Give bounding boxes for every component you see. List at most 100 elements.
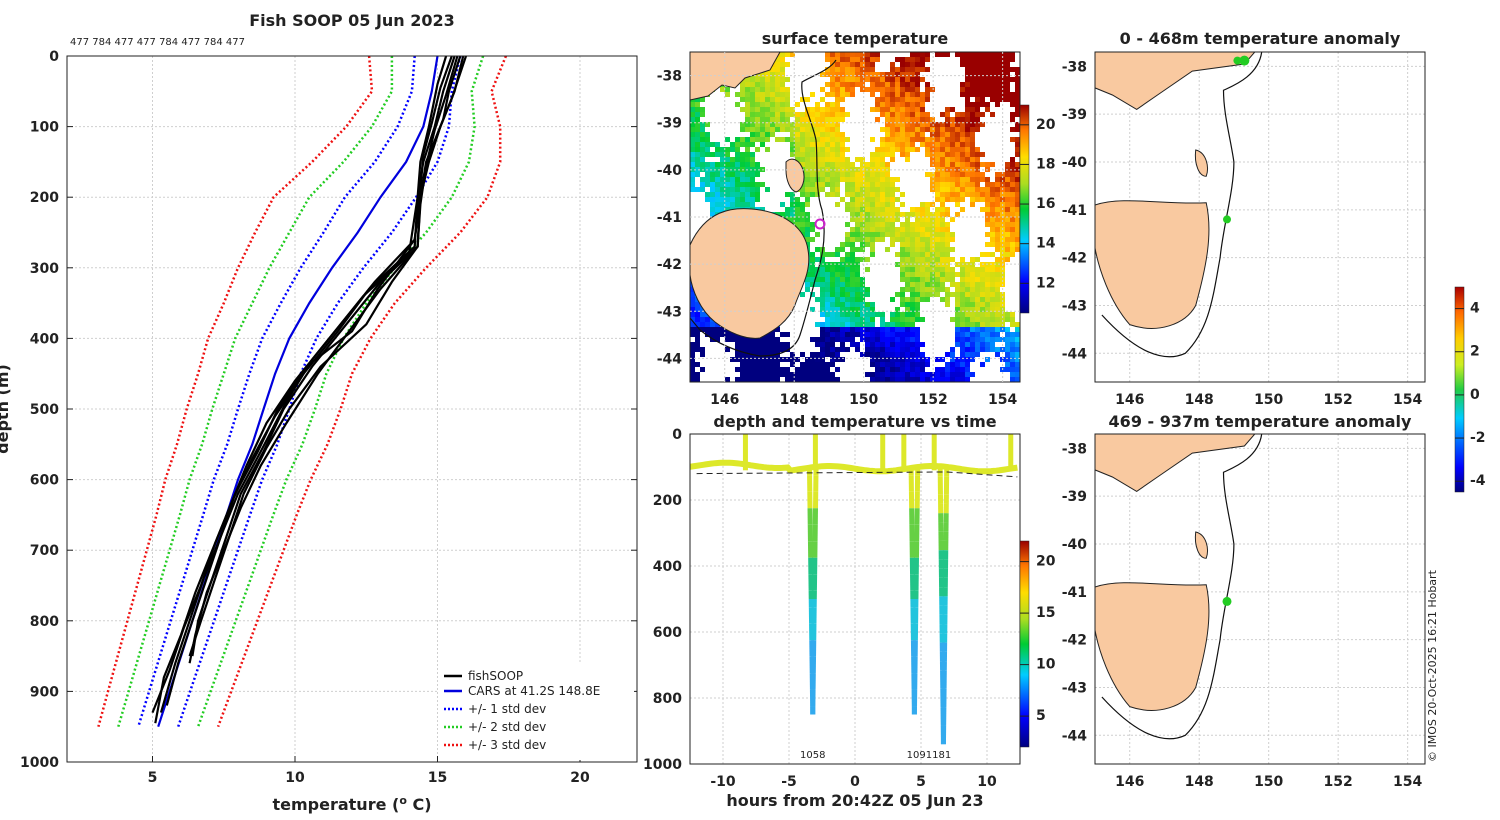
sst-cell <box>1005 62 1010 67</box>
sst-cell <box>965 282 970 287</box>
sst-cell <box>885 142 890 147</box>
anomaly-xtick-label: 150 <box>1254 392 1283 408</box>
sst-cell <box>785 137 790 142</box>
sst-cell <box>910 102 915 107</box>
sst-cell <box>915 132 920 137</box>
sst-cell <box>870 337 875 342</box>
sst-cell <box>735 92 740 97</box>
sst-cell <box>730 142 735 147</box>
sst-cell <box>865 202 870 207</box>
sst-cell <box>890 297 895 302</box>
sst-cell <box>790 207 795 212</box>
sst-cell <box>890 87 895 92</box>
sst-cell <box>715 152 720 157</box>
sst-cell <box>970 192 975 197</box>
sst-cell <box>785 122 790 127</box>
sst-cell <box>900 202 905 207</box>
sst-cell <box>890 132 895 137</box>
sst-cell <box>690 312 695 317</box>
std-line <box>216 55 508 728</box>
sst-cell <box>960 367 965 372</box>
sst-cell <box>1000 172 1005 177</box>
sst-cell <box>760 182 765 187</box>
sst-cell <box>865 227 870 232</box>
sst-cell <box>875 157 880 162</box>
sst-cell <box>1005 352 1010 357</box>
sst-cell <box>900 192 905 197</box>
sst-cell <box>795 147 800 152</box>
sst-cell <box>1015 177 1020 182</box>
sst-cell <box>925 212 930 217</box>
sst-cell <box>835 357 840 362</box>
sst-cell <box>910 137 915 142</box>
sst-cell <box>870 167 875 172</box>
sst-cell <box>915 297 920 302</box>
sst-cell <box>895 137 900 142</box>
sst-cell <box>825 57 830 62</box>
sst-cell <box>870 177 875 182</box>
sst-cell <box>960 372 965 377</box>
sst-cell <box>970 82 975 87</box>
sst-cell <box>950 152 955 157</box>
sst-cell <box>775 347 780 352</box>
sst-cell <box>855 287 860 292</box>
sst-cell <box>990 232 995 237</box>
sst-cell <box>795 217 800 222</box>
sst-cell <box>910 92 915 97</box>
sst-cell <box>860 307 865 312</box>
profile-title: Fish SOOP 05 Jun 2023 <box>249 11 455 30</box>
sst-cell <box>765 147 770 152</box>
sst-cell <box>945 372 950 377</box>
sst-cell <box>815 267 820 272</box>
sst-cell <box>885 342 890 347</box>
sst-cell <box>750 92 755 97</box>
sst-cell <box>825 67 830 72</box>
sst-cell <box>870 332 875 337</box>
profile-ytick-label: 100 <box>30 120 59 136</box>
sst-cell <box>745 187 750 192</box>
sst-cell <box>895 377 900 382</box>
sst-cell <box>880 137 885 142</box>
sst-cell <box>830 287 835 292</box>
sst-cell <box>910 367 915 372</box>
sst-cell <box>875 372 880 377</box>
sst-cell <box>875 202 880 207</box>
sst-cell <box>690 302 695 307</box>
sst-cell <box>815 257 820 262</box>
sst-cell <box>710 332 715 337</box>
sst-cell <box>875 312 880 317</box>
sst-cell <box>850 212 855 217</box>
sst-cell <box>915 312 920 317</box>
sst-cell <box>895 357 900 362</box>
tasmania-land <box>1095 200 1210 329</box>
sst-cell <box>830 87 835 92</box>
sst-cell <box>1010 357 1015 362</box>
sst-cell <box>745 137 750 142</box>
sst-cell <box>830 302 835 307</box>
sst-cell <box>880 92 885 97</box>
sst-cell <box>915 262 920 267</box>
sst-cell <box>835 247 840 252</box>
sst-cell <box>840 317 845 322</box>
fishsoop-profile-line <box>188 55 465 664</box>
sst-cell <box>825 312 830 317</box>
sst-cell <box>810 172 815 177</box>
sst-cell <box>770 92 775 97</box>
sst-cell <box>850 182 855 187</box>
sst-cell <box>875 227 880 232</box>
sst-cell <box>945 142 950 147</box>
sst-ytick-label: -39 <box>657 116 682 132</box>
sst-cell <box>775 112 780 117</box>
sst-cell <box>970 122 975 127</box>
sst-cell <box>890 327 895 332</box>
sst-cell <box>990 237 995 242</box>
sst-cell <box>1000 77 1005 82</box>
sst-cell <box>770 342 775 347</box>
sst-cell <box>910 67 915 72</box>
sst-cell <box>890 147 895 152</box>
sst-cell <box>805 377 810 382</box>
sst-cell <box>750 202 755 207</box>
sst-cell <box>910 57 915 62</box>
sst-cell <box>705 177 710 182</box>
sst-cell <box>730 172 735 177</box>
